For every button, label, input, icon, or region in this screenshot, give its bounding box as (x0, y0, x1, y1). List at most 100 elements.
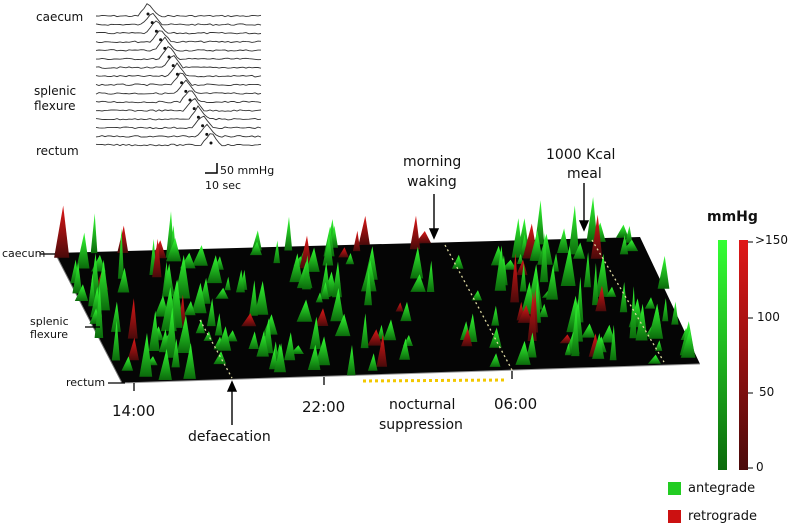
antegrade-spike (165, 307, 178, 358)
inset-trace (95, 30, 262, 44)
antegrade-spike (248, 331, 259, 349)
antegrade-spike (117, 228, 124, 279)
retrograde-spike (510, 253, 519, 303)
propagation-dot (167, 55, 171, 59)
antegrade-spike (346, 344, 356, 376)
propagation-dot (201, 124, 205, 128)
colorbar-tick-0: 0 (756, 460, 764, 474)
antegrade-spike (568, 205, 580, 255)
inset-trace (95, 36, 261, 52)
propagation-dot (209, 141, 213, 145)
propagation-dot (184, 89, 188, 93)
event-lines (199, 239, 665, 379)
antegrade-spike (551, 253, 559, 272)
retrograde-spike (395, 302, 404, 312)
antegrade-spike (225, 330, 238, 342)
axis-label-rectum: rectum (66, 376, 106, 389)
antegrade-spike (539, 232, 549, 283)
antegrade-spike (515, 340, 531, 365)
propagation-dot (150, 21, 154, 25)
inset-trace (95, 105, 262, 121)
inset-trace (95, 115, 262, 130)
antegrade-spike (657, 255, 670, 289)
antegrade-spike (309, 316, 321, 350)
antegrade-spike (111, 320, 120, 361)
colorbar-retrograde (739, 240, 748, 470)
inset-label-caecum: caecum (36, 10, 84, 24)
antegrade-spike (538, 303, 549, 318)
propagation-dot (205, 132, 209, 136)
antegrade-spike (671, 301, 679, 325)
retrograde-spike (559, 334, 573, 344)
antegrade-spike (307, 344, 321, 370)
antegrade-spike (654, 340, 663, 351)
retrograde-spike (315, 308, 329, 326)
antegrade-spike (489, 353, 501, 367)
annotation-defaecation: defaecation (188, 429, 271, 445)
colorbar-tick-100: 100 (757, 310, 780, 324)
scale-pressure: 50 mmHg (220, 164, 275, 177)
antegrade-spike (451, 254, 464, 269)
antegrade-spike (471, 290, 483, 301)
antegrade-spike (644, 297, 656, 309)
antegrade-spike (629, 286, 637, 339)
antegrade-spike (217, 326, 232, 351)
axis-label-caecum: caecum (2, 247, 46, 260)
antegrade-spike (249, 280, 258, 316)
antegrade-spike (296, 299, 313, 322)
retrograde-spike (241, 313, 257, 327)
antegrade-spike (289, 253, 303, 283)
retrograde-spike (358, 215, 370, 245)
antegrade-spike (251, 230, 262, 251)
antegrade-spike (400, 301, 412, 322)
plane-bottom-edge (121, 363, 701, 384)
inset-trace (95, 3, 262, 18)
inset-label-rectum: rectum (36, 144, 79, 158)
scale-bar (205, 163, 218, 174)
antegrade-spike (546, 264, 558, 300)
retrograde-spike (415, 231, 432, 244)
antegrade-spike (139, 332, 153, 377)
retrograde-spike (299, 235, 312, 269)
retrograde-spike (517, 305, 533, 323)
annotation-waking-text: waking (407, 174, 457, 190)
inset-trace (95, 90, 262, 104)
pressure-spikes (54, 197, 696, 380)
colorbar-antegrade (718, 240, 727, 470)
antegrade-spike (254, 281, 269, 315)
antegrade-spike (511, 218, 523, 258)
axis-ticks (40, 253, 513, 391)
annotation-morning: morning (403, 154, 462, 170)
antegrade-spike (345, 253, 355, 265)
inset-trace (95, 62, 262, 78)
colorbar-ticks (748, 241, 753, 469)
legend-label-antegrade: antegrade (688, 481, 756, 496)
antegrade-spike (332, 261, 342, 298)
antegrade-spike (273, 240, 280, 264)
propagation-dot (154, 29, 158, 33)
antegrade-spike (557, 228, 569, 253)
antegrade-spike (176, 315, 192, 353)
inset-trace (95, 97, 262, 112)
antegrade-spike (273, 343, 286, 373)
annotation-meal-kcal: 1000 Kcal (546, 147, 616, 163)
retrograde-spike (527, 291, 537, 341)
annotation-meal: meal (567, 166, 602, 182)
antegrade-spike (360, 313, 369, 349)
antegrade-spike (494, 245, 507, 291)
legend-swatch-retrograde (668, 510, 681, 523)
propagation-dot (159, 38, 163, 42)
antegrade-spike (195, 319, 205, 334)
antegrade-spike (583, 252, 591, 288)
propagation-dot (192, 107, 196, 111)
time-label-0600: 06:00 (494, 395, 538, 413)
antegrade-spike (383, 319, 397, 341)
antegrade-spike (305, 247, 320, 272)
inset-trace (95, 133, 262, 147)
antegrade-spike (284, 332, 296, 361)
antegrade-spike (72, 262, 83, 294)
antegrade-spike (192, 245, 208, 266)
time-label-1400: 14:00 (112, 402, 156, 420)
antegrade-spike (121, 356, 134, 371)
retrograde-spike (127, 337, 139, 361)
